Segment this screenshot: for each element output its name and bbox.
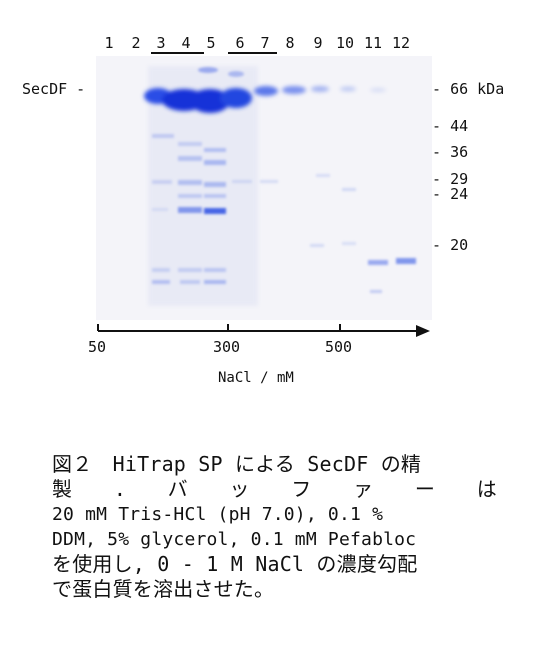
caption-char: ッ [229, 477, 250, 501]
lane-number: 2 [131, 34, 141, 52]
marker-44: - 44 [432, 117, 469, 135]
caption-line: DDM, 5% glycerol, 0.1 mM Pefabloc [52, 529, 417, 550]
figure-caption: 図２ HiTrap SP による SecDF の精 製 . バ ッ フ ァ ー … [52, 452, 497, 602]
caption-char: 製 [52, 477, 73, 501]
lane-number: 5 [206, 34, 216, 52]
caption-line: で蛋白質を溶出させた。 [52, 577, 275, 601]
lane-number: 3 [156, 34, 166, 52]
marker-36: - 36 [432, 143, 469, 161]
caption-line: 20 mM Tris-HCl (pH 7.0), 0.1 % [52, 504, 384, 525]
lane-number: 1 [104, 34, 114, 52]
caption-char: は [476, 477, 497, 501]
caption-char: ー [414, 477, 436, 501]
axis-tick-label: 50 [88, 338, 107, 356]
marker-20: - 20 [432, 236, 469, 254]
lane-group-bar [228, 52, 277, 54]
gradient-axis [97, 324, 430, 337]
caption-char: フ [291, 477, 312, 501]
lane-number: 4 [181, 34, 191, 52]
caption-line: 製 . バ ッ フ ァ ー は [52, 477, 497, 502]
lane-number: 8 [285, 34, 295, 52]
lane-number: 9 [313, 34, 323, 52]
lane-number: 10 [335, 34, 355, 52]
marker-29: - 29 [432, 170, 469, 188]
axis-tick-label: 300 [213, 338, 241, 356]
lane-number: 11 [363, 34, 383, 52]
marker-66kda: - 66 kDa [432, 80, 505, 98]
lane-group-bar [151, 52, 204, 54]
sds-page-gel [96, 56, 432, 320]
lane-number: 7 [260, 34, 270, 52]
axis-title: NaCl / mM [218, 370, 294, 386]
secdf-band-label: SecDF - [22, 80, 86, 98]
lane-number: 12 [391, 34, 411, 52]
lane-number: 6 [235, 34, 245, 52]
caption-line: を使用し, 0 - 1 M NaCl の濃度勾配 [52, 552, 418, 576]
marker-24: - 24 [432, 185, 469, 203]
caption-char: ァ [353, 477, 374, 501]
caption-line: 図２ HiTrap SP による SecDF の精 [52, 452, 422, 476]
axis-tick-label: 500 [325, 338, 353, 356]
caption-char: . [113, 477, 127, 501]
caption-char: バ [167, 477, 188, 501]
